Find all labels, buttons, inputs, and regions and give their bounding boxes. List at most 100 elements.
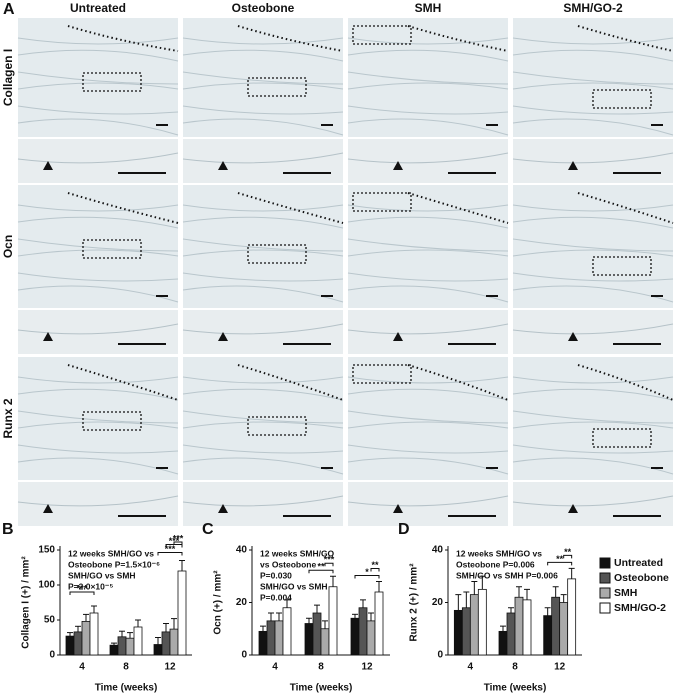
significance-label: ** [371,560,379,570]
x-axis-title: Time (weeks) [95,683,158,694]
inset-box [247,77,307,97]
inset-image [18,482,178,526]
tissue-fiber [512,82,674,90]
histology-image [18,357,178,480]
legend-swatch [599,572,611,584]
panel-label: C [202,521,214,538]
significance-label: ** [556,554,564,564]
tissue-fiber [17,410,179,424]
tissue-border [577,364,674,401]
tissue-fiber [182,272,344,282]
inset-image [513,482,673,526]
tissue-fiber [347,495,509,507]
y-tick-label: 20 [236,597,248,608]
stat-note: SMH/GO vs SMH [68,570,136,580]
y-tick-label: 0 [241,650,247,661]
bar [469,594,479,656]
bar [551,596,561,656]
inset-box [82,411,142,431]
tissue-fiber [182,410,344,424]
stat-note: 12 weeks SMH/GO vs [68,548,154,558]
stat-note: P=2.0×10⁻⁵ [68,581,113,591]
tissue-fiber [182,49,344,62]
tissue-fiber [512,376,674,384]
tissue-fiber [347,49,509,62]
x-tick-label: 12 [361,662,373,673]
tissue-fiber [512,37,674,45]
y-axis-title: Collagen I (+) / mm² [21,556,32,649]
tissue-fiber [182,388,344,401]
tissue-fiber [182,204,344,212]
stat-note: SMH/GO vs SMH [260,581,328,591]
bar [161,631,171,656]
tissue-fiber [347,238,509,252]
tissue-fiber [17,249,179,257]
bar [320,628,330,656]
tissue-border [577,192,674,224]
x-tick-label: 12 [164,662,176,673]
inset-image [348,139,508,183]
inset-image [348,482,508,526]
histology-image [513,185,673,308]
bar [153,644,163,656]
tissue-fiber [182,238,344,252]
stat-note: vs Osteobone [260,559,316,569]
inset-image [513,310,673,354]
tissue-fiber [347,82,509,90]
x-tick-label: 4 [79,662,85,673]
inset-box [352,25,412,45]
significance-bracket [563,554,573,559]
bar [358,607,368,656]
tissue-fiber [17,444,179,454]
panel-label: A [3,1,15,18]
bar [258,630,268,656]
inset-image [183,310,343,354]
significance-label: ** [317,562,325,572]
arrowhead [218,332,228,341]
significance-label: *** [169,536,180,546]
bar [350,617,360,656]
inset-box [592,89,652,109]
legend-label: SMH [614,587,637,599]
inset-image [18,139,178,183]
inset-box [592,428,652,448]
bar [109,644,119,656]
stat-note: Osteobone P=1.5×10⁻⁶ [68,559,160,569]
arrowhead [393,332,403,341]
bar [328,586,338,656]
significance-bracket [324,562,334,567]
tissue-fiber [347,216,509,229]
bar [366,620,376,656]
bar [125,637,135,656]
tissue-fiber [182,152,344,164]
y-tick-label: 20 [432,597,444,608]
tissue-fiber [182,37,344,45]
bar [133,626,143,656]
column-header: Osteobone [232,1,295,15]
bar [117,636,127,656]
legend-label: Osteobone [614,572,669,584]
tissue-fiber [512,204,674,212]
tissue-fiber [17,82,179,90]
tissue-fiber [182,421,344,429]
panel-label: D [398,521,410,538]
bar [81,621,91,656]
significance-bracket [69,591,95,595]
inset-image [183,139,343,183]
tissue-fiber [347,272,509,282]
histology-image [348,18,508,137]
tissue-fiber [512,388,674,401]
tissue-fiber [512,152,674,164]
significance-label: *** [77,583,88,593]
y-axis-title: Ocn (+) / mm² [213,570,224,635]
significance-label: *** [324,555,335,565]
tissue-fiber [182,323,344,335]
tissue-fiber [17,204,179,212]
bar [266,620,276,656]
tissue-fiber [17,152,179,164]
bar [567,578,577,656]
stat-note: P=0.030 [260,570,292,580]
significance-bracket [308,569,334,574]
tissue-fiber [182,216,344,229]
tissue-fiber [512,495,674,507]
